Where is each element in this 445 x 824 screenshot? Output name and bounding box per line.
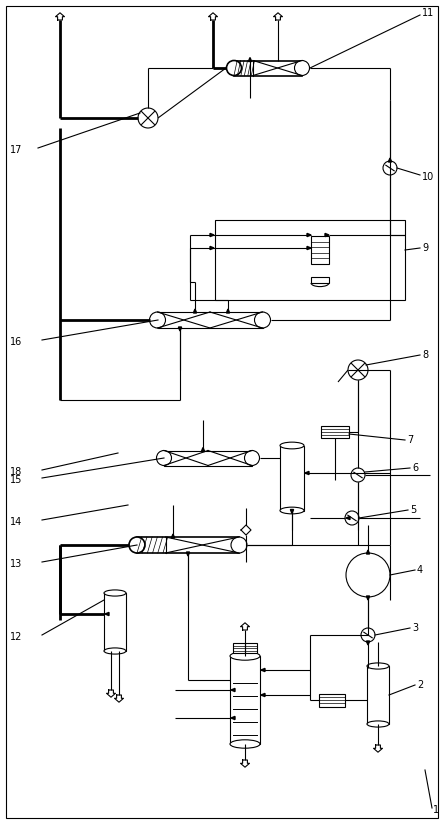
Text: 5: 5 [410,505,416,515]
Ellipse shape [104,648,126,654]
Polygon shape [366,596,370,600]
Circle shape [255,312,271,328]
Text: 8: 8 [422,350,428,360]
Circle shape [150,312,166,328]
Circle shape [295,60,310,76]
Text: 7: 7 [407,435,413,445]
Bar [311,277,329,283]
Text: 9: 9 [422,243,428,253]
Text: 17: 17 [10,145,22,155]
Bar [234,60,302,76]
Polygon shape [366,550,370,554]
Ellipse shape [367,663,389,669]
Circle shape [129,537,145,553]
Ellipse shape [280,442,304,449]
Text: 11: 11 [422,8,434,18]
Circle shape [231,537,247,553]
Polygon shape [307,246,311,250]
Bar [367,666,389,724]
Text: 18: 18 [10,467,22,477]
Bar [230,656,260,744]
Polygon shape [305,471,309,475]
Polygon shape [171,534,174,538]
Text: 6: 6 [412,463,418,473]
Text: 4: 4 [417,565,423,575]
Polygon shape [105,612,109,616]
Polygon shape [261,694,265,696]
Text: 1: 1 [433,805,439,815]
Polygon shape [178,327,182,331]
Polygon shape [241,525,251,535]
Circle shape [157,451,171,466]
Bar [104,593,126,651]
Polygon shape [202,447,205,452]
Polygon shape [346,517,350,520]
Bar [280,446,304,511]
Polygon shape [307,233,311,236]
Polygon shape [210,246,214,250]
Text: 10: 10 [422,172,434,182]
Bar [158,312,263,328]
Circle shape [244,451,259,466]
Polygon shape [366,641,370,645]
Bar [321,426,349,438]
Polygon shape [231,688,235,691]
Circle shape [346,553,390,597]
Polygon shape [186,552,190,556]
Bar [319,694,345,706]
Text: 15: 15 [10,475,22,485]
Ellipse shape [104,590,126,596]
Polygon shape [194,309,197,313]
Polygon shape [248,58,251,62]
Circle shape [227,60,242,76]
Polygon shape [291,509,294,513]
Polygon shape [231,716,235,719]
Polygon shape [388,158,392,162]
Text: 16: 16 [10,337,22,347]
Polygon shape [261,668,265,672]
Text: 12: 12 [10,632,22,642]
Bar [215,220,405,300]
Polygon shape [325,233,329,236]
Polygon shape [227,309,230,313]
Ellipse shape [230,740,260,748]
Bar [311,236,329,264]
Bar [164,451,252,466]
Text: 14: 14 [10,517,22,527]
Polygon shape [210,233,214,236]
Text: 3: 3 [412,623,418,633]
Ellipse shape [280,507,304,514]
Text: 13: 13 [10,559,22,569]
Ellipse shape [230,652,260,660]
Bar [233,643,257,653]
Ellipse shape [367,721,389,727]
Bar [137,537,239,553]
Text: 2: 2 [417,680,423,690]
